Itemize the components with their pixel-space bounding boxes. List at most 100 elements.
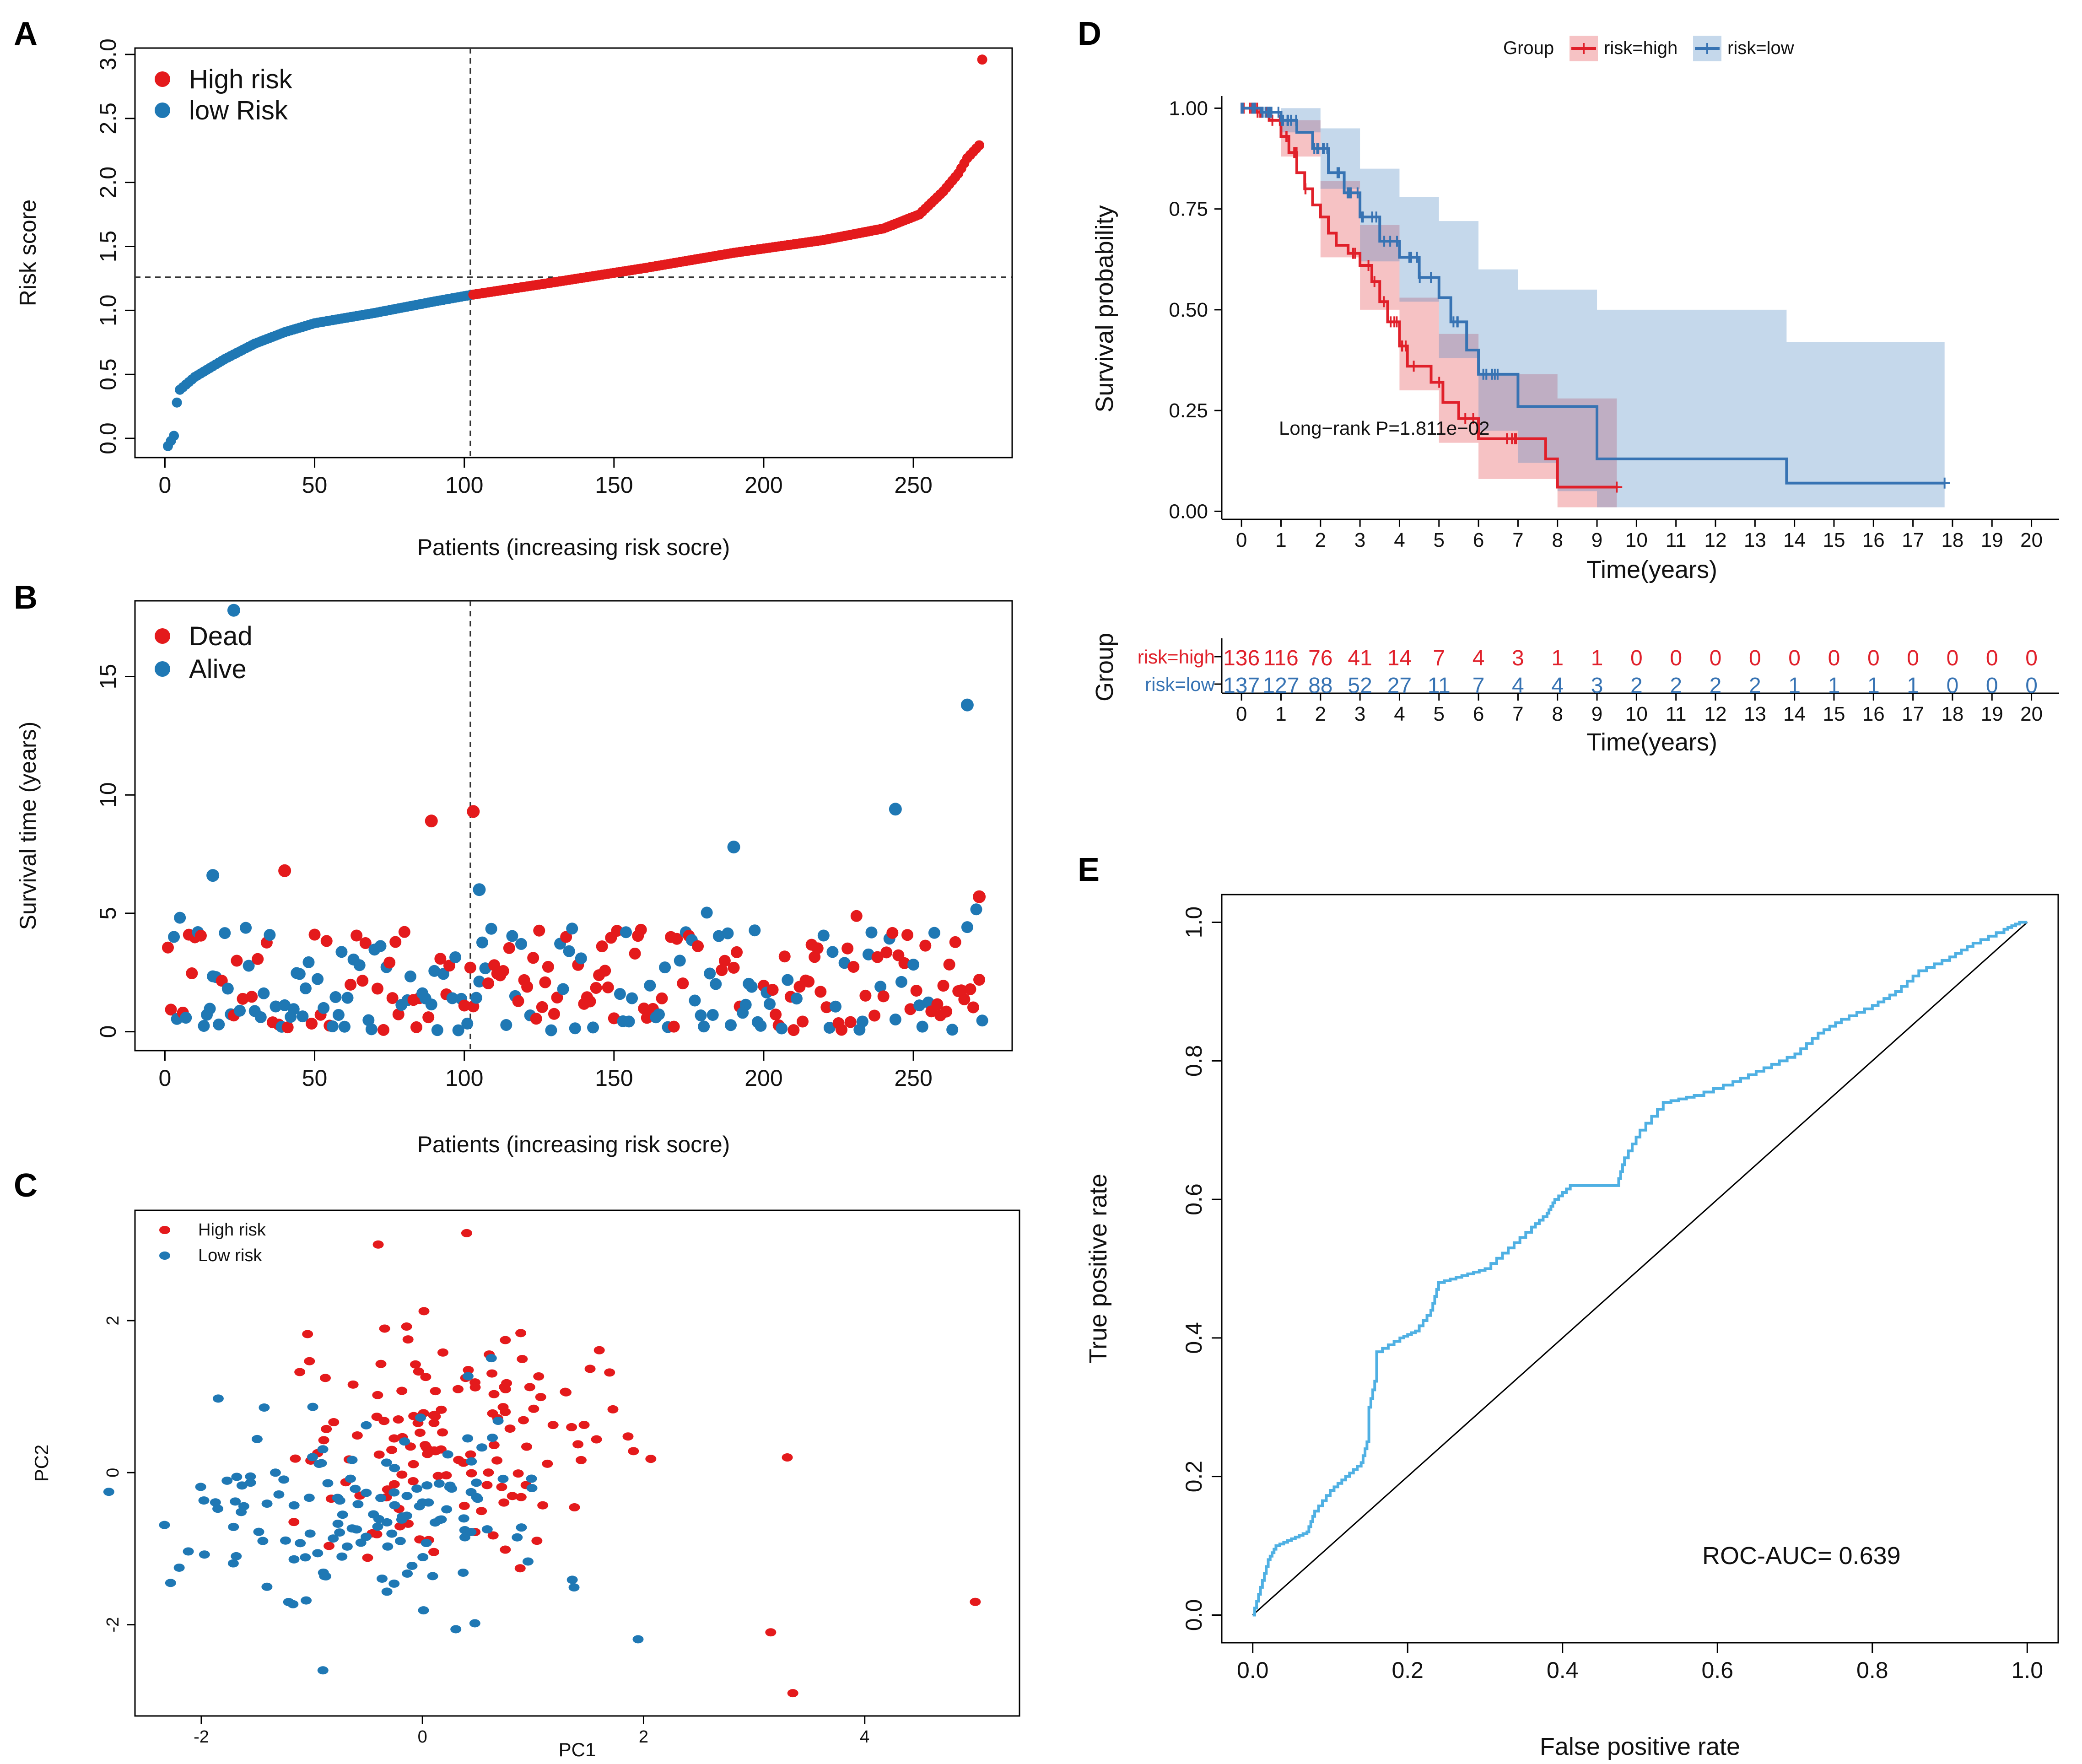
low-risk-point xyxy=(350,1484,361,1493)
low-risk-point xyxy=(198,1496,210,1505)
high-risk-point xyxy=(622,1432,634,1441)
alive-point xyxy=(701,906,713,919)
high-risk-point xyxy=(507,1492,518,1500)
y-tick-label: 0.5 xyxy=(95,358,121,390)
dead-point xyxy=(949,936,961,948)
x-tick-label: 5 xyxy=(1434,703,1445,725)
high-risk-point xyxy=(288,1518,300,1527)
dead-point xyxy=(596,940,608,953)
low-risk-point xyxy=(303,1494,315,1502)
dead-point xyxy=(904,1003,917,1015)
high-risk-point xyxy=(375,1359,387,1368)
alive-point xyxy=(563,945,575,957)
dead-point xyxy=(560,931,572,943)
roc-curve xyxy=(1252,921,2028,1617)
y-tick-label: 2.5 xyxy=(95,102,121,135)
panel-letter-e: E xyxy=(1078,852,1100,888)
high-risk-point xyxy=(604,1368,615,1377)
dead-point xyxy=(877,990,890,1003)
dead-point xyxy=(629,947,641,960)
panel-a-risk-score-chart: 0 50 100 150 200 250 0.0 0.5 1.0 1.5 2.0 2.5 3.0 Pati… xyxy=(15,38,1013,560)
legend-label: risk=high xyxy=(1604,38,1677,58)
high-risk-point xyxy=(496,1483,507,1491)
low-risk-ci-band xyxy=(1241,108,1945,507)
legend-marker xyxy=(159,1226,170,1234)
dead-point xyxy=(811,942,824,955)
y-tick-label: 5 xyxy=(95,907,121,920)
dead-point xyxy=(371,982,383,995)
low-risk-point xyxy=(253,1527,264,1536)
y-tick-label: 0.4 xyxy=(1181,1322,1207,1354)
low-risk-point xyxy=(566,1575,578,1584)
x-tick-label: 13 xyxy=(1744,703,1766,725)
alive-point xyxy=(174,912,186,924)
high-risk-point xyxy=(782,1453,793,1462)
high-risk-point xyxy=(318,1436,329,1445)
low-risk-point xyxy=(336,1552,348,1561)
alive-point xyxy=(341,992,354,1004)
low-risk-point xyxy=(199,1550,210,1559)
low-risk-point xyxy=(212,1505,224,1513)
risk-count-cell: 3 xyxy=(1512,646,1524,670)
low-risk-point xyxy=(411,1484,423,1493)
dead-point xyxy=(731,946,743,958)
alive-point xyxy=(889,1013,901,1025)
dead-point xyxy=(778,950,791,963)
dead-point xyxy=(542,960,554,973)
low-risk-point xyxy=(492,1417,504,1425)
dead-point xyxy=(503,942,515,954)
alive-point xyxy=(227,604,240,617)
low-risk-point xyxy=(375,1494,387,1502)
x-tick-label: 19 xyxy=(1981,703,2003,725)
dead-point xyxy=(536,1001,548,1013)
panel-letter-b: B xyxy=(14,579,38,616)
low-risk-point xyxy=(173,1563,185,1572)
low-risk-point xyxy=(388,1488,400,1497)
alive-point xyxy=(674,955,686,967)
x-tick-label: 5 xyxy=(1434,529,1445,551)
low-risk-point xyxy=(442,1450,453,1459)
high-risk-point xyxy=(347,1380,359,1389)
alive-point xyxy=(856,1015,868,1028)
low-risk-point xyxy=(304,1529,316,1538)
dead-point xyxy=(458,999,470,1012)
alive-point xyxy=(566,922,578,935)
high-risk-point xyxy=(560,1387,571,1396)
alive-point xyxy=(862,948,874,960)
dead-point xyxy=(194,929,207,942)
alive-point xyxy=(353,959,366,971)
low-risk-point xyxy=(389,1464,400,1473)
y-tick-label: 2.0 xyxy=(95,167,121,199)
high-risk-point xyxy=(531,1537,543,1545)
y-tick-label: 0.0 xyxy=(1181,1599,1207,1631)
high-risk-point xyxy=(498,1498,510,1507)
low-risk-point xyxy=(352,1500,364,1509)
high-risk-point xyxy=(512,1469,524,1478)
alive-point xyxy=(922,996,934,1009)
dead-point xyxy=(281,1021,294,1034)
alive-point xyxy=(425,998,437,1011)
alive-point xyxy=(722,927,734,939)
low-risk-point xyxy=(301,1596,312,1605)
x-tick-label: 1 xyxy=(1275,529,1286,551)
panel-c-pca-chart: -2 0 2 4 -2 0 2 PC1 PC2 High risk Low risk xyxy=(31,1209,1020,1760)
risk-count-cell: 0 xyxy=(1867,646,1880,670)
dead-point xyxy=(422,1011,435,1024)
high-risk-point xyxy=(437,1348,448,1357)
y-axis-title: Survival probability xyxy=(1091,205,1118,412)
high-risk-point xyxy=(408,1460,419,1468)
alive-point xyxy=(724,1019,737,1031)
alive-point xyxy=(233,1004,246,1017)
high-risk-point xyxy=(379,1324,390,1333)
low-risk-point xyxy=(421,1539,432,1548)
risk-count-cell: 14 xyxy=(1387,646,1412,670)
low-risk-point xyxy=(103,1488,114,1496)
high-risk-point xyxy=(483,1468,494,1477)
high-risk-point xyxy=(321,1424,332,1433)
y-tick-label: 1.5 xyxy=(95,231,121,263)
alive-point xyxy=(895,976,907,988)
alive-point xyxy=(404,970,416,982)
x-tick-label: 0 xyxy=(159,1065,172,1091)
low-risk-point xyxy=(476,1443,488,1452)
high-risk-point xyxy=(514,1564,526,1573)
